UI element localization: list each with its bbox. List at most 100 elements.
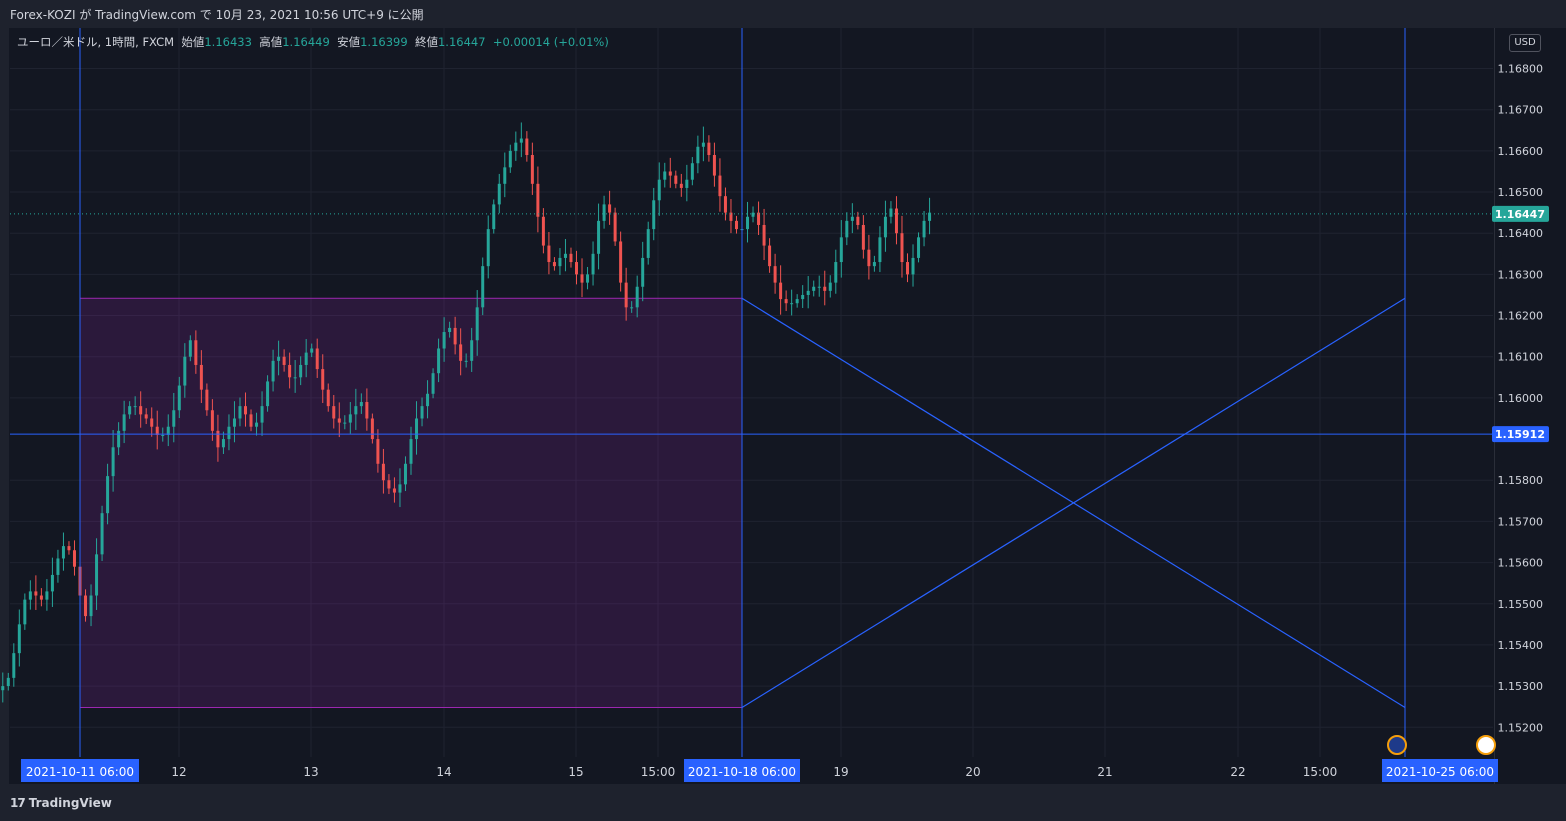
- candle-up: [508, 150, 512, 168]
- candle-up: [883, 216, 887, 238]
- high-value: 1.16449: [282, 35, 330, 49]
- candle-up: [359, 402, 363, 407]
- candle-up: [431, 373, 435, 394]
- candle-down: [569, 253, 573, 263]
- candle-down: [194, 340, 198, 365]
- date-highlight-badge: [1382, 759, 1498, 782]
- time-tick-label: 15: [568, 765, 583, 779]
- candle-up: [917, 237, 921, 258]
- price-scale[interactable]: [1494, 28, 1566, 784]
- tradingview-logo[interactable]: 17 TradingView: [10, 796, 112, 810]
- candle-up: [111, 447, 115, 477]
- price-tick-label: 1.16800: [1498, 63, 1544, 76]
- candle-down: [326, 389, 330, 407]
- candle-up: [834, 262, 838, 283]
- date-highlight-badge: [684, 759, 800, 782]
- candle-down: [668, 171, 672, 176]
- candle-up: [602, 204, 606, 221]
- candle-up: [437, 348, 441, 374]
- candle-up: [696, 146, 700, 164]
- candle-up: [304, 352, 308, 365]
- candle-up: [442, 332, 446, 349]
- candle-down: [530, 154, 534, 184]
- currency-button[interactable]: USD: [1509, 34, 1541, 52]
- candle-down: [387, 480, 391, 489]
- candle-down: [552, 262, 556, 267]
- candle-down: [337, 418, 341, 423]
- candle-up: [172, 410, 176, 427]
- candle-up: [591, 253, 595, 275]
- candle-up: [630, 307, 634, 309]
- candle-down: [707, 142, 711, 155]
- time-tick-label: 15:00: [1303, 765, 1338, 779]
- candle-down: [453, 327, 457, 345]
- candle-up: [586, 274, 590, 283]
- candle-up: [6, 677, 10, 687]
- candle-up: [889, 208, 893, 217]
- candle-down: [734, 220, 738, 230]
- candle-up: [299, 364, 303, 378]
- candle-down: [674, 175, 678, 184]
- candle-down: [376, 439, 380, 464]
- candle-down: [712, 154, 716, 176]
- candle-down: [718, 175, 722, 197]
- publish-header: Forex-KOZI が TradingView.com で 10月 23, 2…: [0, 0, 1566, 28]
- symbol-name: ユーロ／米ドル, 1時間, FXCM: [17, 35, 175, 49]
- candle-up: [255, 422, 259, 427]
- candle-down: [315, 348, 319, 370]
- candle-up: [464, 360, 468, 362]
- candle-up: [514, 142, 518, 151]
- candle-up: [100, 513, 104, 555]
- time-tick-label: 12: [171, 765, 186, 779]
- close-value: 1.16447: [437, 35, 486, 49]
- candle-down: [768, 245, 772, 267]
- candle-up: [845, 220, 849, 238]
- price-tick-label: 1.16400: [1498, 227, 1544, 240]
- price-tick-label: 1.15300: [1498, 680, 1544, 693]
- candle-up: [183, 356, 187, 386]
- candle-up: [409, 439, 413, 464]
- candle-down: [370, 418, 374, 440]
- candle-down: [381, 463, 385, 481]
- low-label: 安値: [337, 35, 361, 49]
- price-tick-label: 1.16700: [1498, 104, 1544, 117]
- candle-up: [166, 426, 170, 435]
- candle-up: [801, 294, 805, 300]
- candle-down: [365, 402, 369, 419]
- candle-down: [773, 266, 777, 283]
- candle-down: [784, 299, 788, 304]
- candle-up: [293, 377, 297, 379]
- candle-up: [922, 220, 926, 238]
- time-tick-label: 15:00: [641, 765, 676, 779]
- time-tick-label: 20: [965, 765, 980, 779]
- candle-up: [426, 393, 430, 407]
- candle-down: [321, 369, 325, 390]
- candle-up: [817, 286, 821, 288]
- candle-down: [906, 262, 909, 275]
- chart-pane[interactable]: [9, 28, 1494, 784]
- candle-down: [856, 216, 860, 225]
- candle-down: [723, 196, 727, 213]
- candle-up: [106, 476, 110, 514]
- candle-down: [155, 426, 159, 435]
- candle-up: [45, 591, 49, 600]
- candle-up: [348, 414, 352, 423]
- publish-title: Forex-KOZI が TradingView.com で 10月 23, 2…: [10, 8, 424, 22]
- candle-up: [806, 290, 810, 295]
- candle-up: [260, 406, 264, 423]
- price-tick-label: 1.16600: [1498, 145, 1544, 158]
- price-tick-label: 1.15400: [1498, 639, 1544, 652]
- time-tick-label: 13: [303, 765, 318, 779]
- candle-up: [89, 595, 93, 617]
- candle-up: [188, 340, 192, 357]
- candle-up: [277, 356, 281, 361]
- candle-up: [685, 179, 689, 188]
- close-label: 終値: [414, 35, 438, 49]
- candle-up: [663, 171, 667, 180]
- candle-up: [558, 257, 562, 267]
- candle-up: [403, 463, 407, 485]
- candle-up: [646, 229, 650, 258]
- candle-up: [271, 360, 275, 382]
- candle-down: [205, 389, 209, 411]
